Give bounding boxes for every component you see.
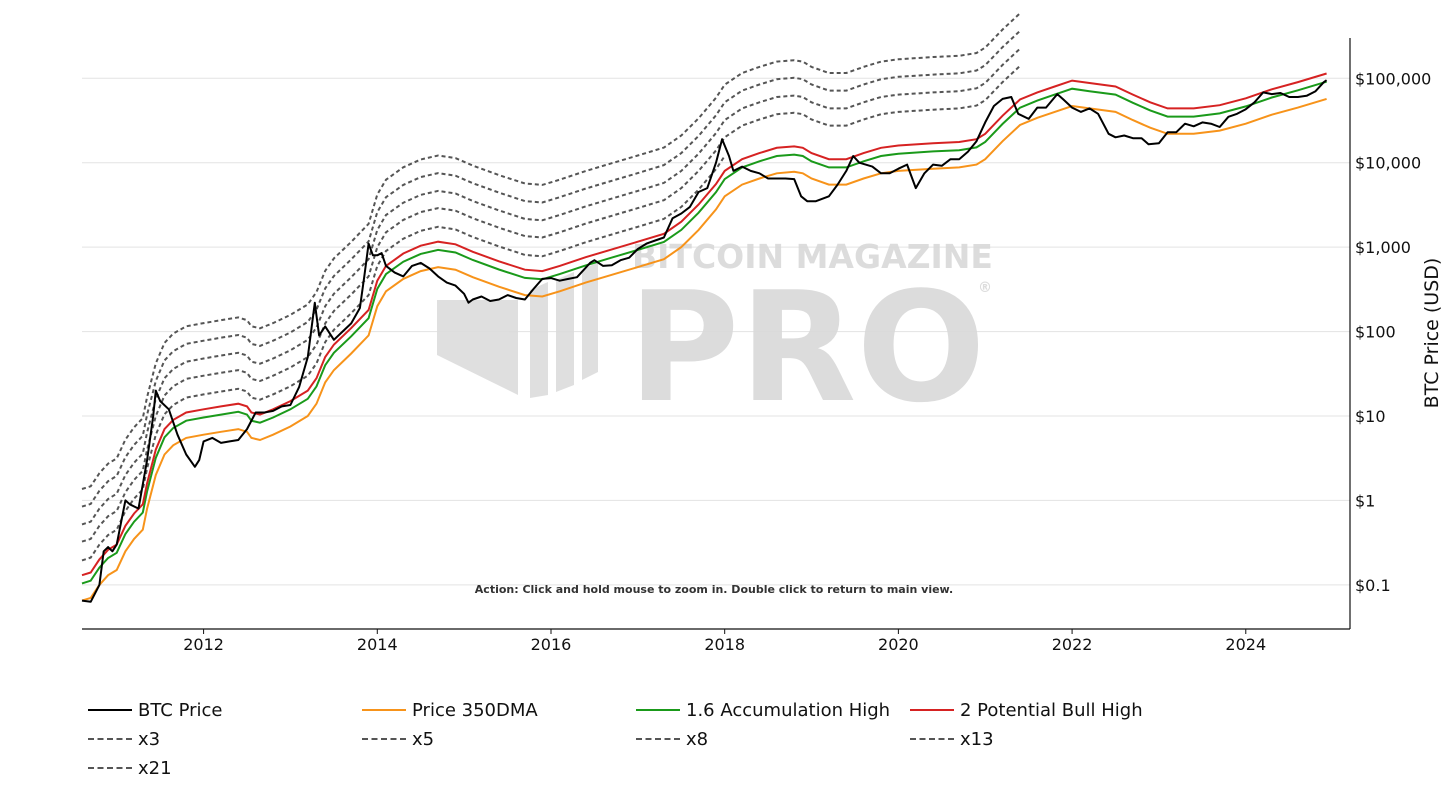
y-tick-labels: $0.1 $1 $10 $100 $1,000 $10,000 $100,000	[1355, 69, 1431, 595]
legend-item[interactable]: x21	[88, 755, 172, 781]
zoom-hint-text: Action: Click and hold mouse to zoom in.…	[475, 583, 953, 596]
legend-swatch-icon	[88, 709, 132, 711]
legend-item[interactable]: x13	[910, 726, 994, 752]
legend: BTC Price Price 350DMA 1.6 Accumulation Hi…	[88, 697, 1388, 787]
legend-label: 1.6 Accumulation High	[686, 699, 891, 721]
legend-item[interactable]: 1.6 Accumulation High	[636, 697, 890, 723]
legend-swatch-icon	[88, 767, 132, 769]
series-line-price-350dma	[81, 97, 1327, 602]
legend-label: BTC Price	[138, 699, 223, 721]
legend-swatch-icon	[910, 738, 954, 740]
x-tick-label: 2020	[878, 635, 919, 654]
y-tick-label: $10,000	[1355, 154, 1421, 173]
legend-item[interactable]: Price 350DMA	[362, 697, 538, 723]
legend-label: x8	[686, 728, 709, 750]
series-line-x8	[81, 47, 1021, 526]
watermark-top-text: BITCOIN MAGAZINE	[632, 237, 993, 276]
series-line-1-6-accumulation-high	[81, 80, 1327, 585]
x-tick-label: 2012	[183, 635, 224, 654]
legend-label: x13	[960, 728, 994, 750]
legend-swatch-icon	[636, 709, 680, 711]
series-line-2-potential-bull-high	[81, 72, 1327, 577]
legend-swatch-icon	[910, 709, 954, 711]
series-layer	[81, 12, 1328, 603]
legend-item[interactable]: 2 Potential Bull High	[910, 697, 1143, 723]
y-tick-label: $1,000	[1355, 238, 1411, 257]
legend-swatch-icon	[88, 738, 132, 740]
y-tick-label: $1	[1355, 491, 1375, 510]
series-line-x21	[81, 12, 1021, 490]
series-line-x5	[81, 65, 1021, 543]
legend-label: x5	[412, 728, 435, 750]
legend-swatch-icon	[362, 738, 406, 740]
x-tick-label: 2018	[704, 635, 745, 654]
watermark-logo: BITCOIN MAGAZINE PRO ®	[437, 237, 993, 436]
x-tick-label: 2024	[1225, 635, 1266, 654]
y-axis-title: BTC Price (USD)	[1421, 258, 1443, 409]
legend-item[interactable]: BTC Price	[88, 697, 223, 723]
legend-label: x3	[138, 728, 161, 750]
y-tick-label: $10	[1355, 407, 1386, 426]
legend-swatch-icon	[362, 709, 406, 711]
axes	[82, 38, 1351, 630]
watermark-bars-icon	[437, 262, 598, 398]
y-tick-label: $100,000	[1355, 69, 1431, 88]
y-tick-label: $100	[1355, 323, 1396, 342]
series-line-x13	[81, 30, 1021, 508]
legend-label: x21	[138, 757, 172, 779]
x-tick-label: 2022	[1052, 635, 1093, 654]
y-tick-label: $0.1	[1355, 576, 1391, 595]
legend-item[interactable]: x8	[636, 726, 708, 752]
x-tick-label: 2014	[357, 635, 398, 654]
x-tick-label: 2016	[531, 635, 572, 654]
watermark-main-text: PRO	[628, 259, 986, 436]
legend-label: Price 350DMA	[412, 699, 538, 721]
legend-swatch-icon	[636, 738, 680, 740]
series-line-x3	[81, 155, 726, 562]
legend-label: 2 Potential Bull High	[960, 699, 1143, 721]
watermark-registered-mark: ®	[978, 280, 992, 296]
x-tick-labels: 2012 2014 2016 2018 2020 2022 2024	[183, 629, 1266, 654]
legend-item[interactable]: x5	[362, 726, 434, 752]
legend-item[interactable]: x3	[88, 726, 160, 752]
series-line-btc-price	[81, 79, 1328, 603]
